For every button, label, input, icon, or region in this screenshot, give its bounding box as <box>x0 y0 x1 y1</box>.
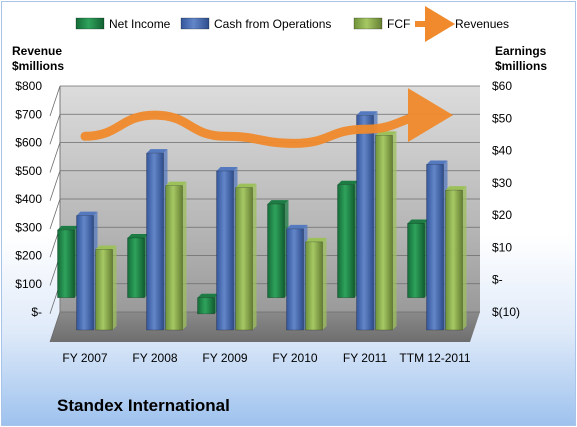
right-tick-label: $50 <box>492 111 512 125</box>
x-tick-label: TTM 12-2011 <box>399 351 470 365</box>
bar-top-cash-from-operations <box>426 160 448 165</box>
gridline-side <box>49 198 61 230</box>
x-tick-label: FY 2009 <box>202 351 247 365</box>
left-tick-label: $500 <box>15 164 42 178</box>
bar-cash-from-operations <box>286 228 304 331</box>
bar-side-fcf <box>182 181 187 330</box>
bar-cash-from-operations <box>356 115 374 331</box>
bar-top-fcf <box>165 181 187 186</box>
gridline-side <box>49 85 61 117</box>
right-axis-title-line1: Earnings <box>495 44 547 58</box>
legend: Net Income Cash from Operations FCF Revenue… <box>75 6 509 42</box>
left-tick-label: $200 <box>15 249 42 263</box>
right-tick-label: $40 <box>492 144 512 158</box>
bar-top-net-income <box>407 219 429 224</box>
bar-side-fcf <box>392 131 397 330</box>
gridline-side <box>49 311 61 343</box>
bar-top-fcf <box>235 183 257 188</box>
x-tick-label: FY 2011 <box>343 351 388 365</box>
bar-net-income <box>127 237 145 299</box>
right-tick-label: $60 <box>492 79 512 93</box>
bar-top-net-income <box>337 180 359 185</box>
bar-fcf <box>165 185 183 331</box>
legend-label-fcf: FCF <box>387 17 410 31</box>
bar-cash-from-operations <box>76 215 94 331</box>
bar-side-fcf <box>112 245 117 330</box>
x-tick-label: FY 2008 <box>132 351 177 365</box>
left-tick-label: $100 <box>15 277 42 291</box>
revenues-line-layer <box>80 88 453 148</box>
right-axis-title: Earnings $millions <box>495 44 547 74</box>
gridline-side <box>49 114 61 145</box>
legend-label-net-income: Net Income <box>109 17 171 31</box>
bar-fcf <box>305 241 323 331</box>
left-tick-label: $- <box>31 305 42 319</box>
left-tick-label: $400 <box>15 192 42 206</box>
right-tick-label: $30 <box>492 176 512 190</box>
x-axis-labels: FY 2007 FY 2008 FY 2009 FY 2010 FY 2011 TTM 1… <box>62 351 470 365</box>
bar-top-fcf <box>305 237 327 242</box>
bar-top-cash-from-operations <box>356 111 378 116</box>
company-name: Standex International <box>57 396 230 415</box>
bar-fcf <box>95 249 113 331</box>
left-tick-label: $600 <box>15 136 42 150</box>
right-axis-ticks: $(10) $- $10 $20 $30 $40 $50 $60 <box>492 79 520 319</box>
left-axis-title-line2: $millions <box>12 59 65 73</box>
gridline-side <box>49 170 61 201</box>
bar-net-income <box>267 203 285 299</box>
left-axis-title: Revenue $millions <box>12 44 64 74</box>
bar-top-cash-from-operations <box>146 149 168 154</box>
bar-top-net-income <box>267 200 289 205</box>
left-tick-label: $800 <box>15 79 42 93</box>
right-axis-title-line2: $millions <box>495 59 548 73</box>
bar-top-net-income <box>127 233 149 238</box>
x-tick-label: FY 2010 <box>272 351 317 365</box>
bar-net-income <box>57 229 75 299</box>
legend-swatch-cash-from-operations <box>180 17 210 30</box>
legend-swatch-fcf <box>353 17 383 30</box>
right-tick-label: $10 <box>492 240 512 254</box>
bar-top-fcf <box>95 245 117 250</box>
bar-top-cash-from-operations <box>216 166 238 171</box>
gridline-side <box>49 142 61 173</box>
bar-cash-from-operations <box>216 170 234 331</box>
bar-top-fcf <box>445 186 467 191</box>
x-tick-label: FY 2007 <box>62 351 107 365</box>
bar-net-income <box>407 223 425 299</box>
bar-fcf <box>445 189 463 331</box>
left-axis-title-line1: Revenue <box>12 44 63 58</box>
right-tick-label: $20 <box>492 208 512 222</box>
bars <box>57 111 467 331</box>
bar-net-income <box>197 297 215 315</box>
bar-cash-from-operations <box>426 164 444 331</box>
legend-swatch-net-income <box>75 17 105 30</box>
bar-top-net-income <box>57 225 79 230</box>
bar-cash-from-operations <box>146 152 164 331</box>
right-tick-label: $- <box>492 273 503 287</box>
left-axis-ticks: $- $100 $200 $300 $400 $500 $600 $700 $800 <box>15 79 42 319</box>
bar-fcf <box>375 135 393 331</box>
legend-label-cash-from-operations: Cash from Operations <box>214 17 331 31</box>
bar-net-income <box>337 184 355 299</box>
left-tick-label: $300 <box>15 220 42 234</box>
bar-side-fcf <box>322 237 327 330</box>
bar-top-cash-from-operations <box>286 224 308 229</box>
left-tick-label: $700 <box>15 107 42 121</box>
bar-side-fcf <box>462 186 467 330</box>
bar-top-net-income <box>197 293 219 298</box>
bar-side-fcf <box>252 183 257 330</box>
right-tick-label: $(10) <box>492 305 520 319</box>
revenues-line <box>80 88 453 148</box>
bar-fcf <box>235 187 253 331</box>
bar-top-cash-from-operations <box>76 211 98 216</box>
legend-label-revenues: Revenues <box>455 17 509 31</box>
